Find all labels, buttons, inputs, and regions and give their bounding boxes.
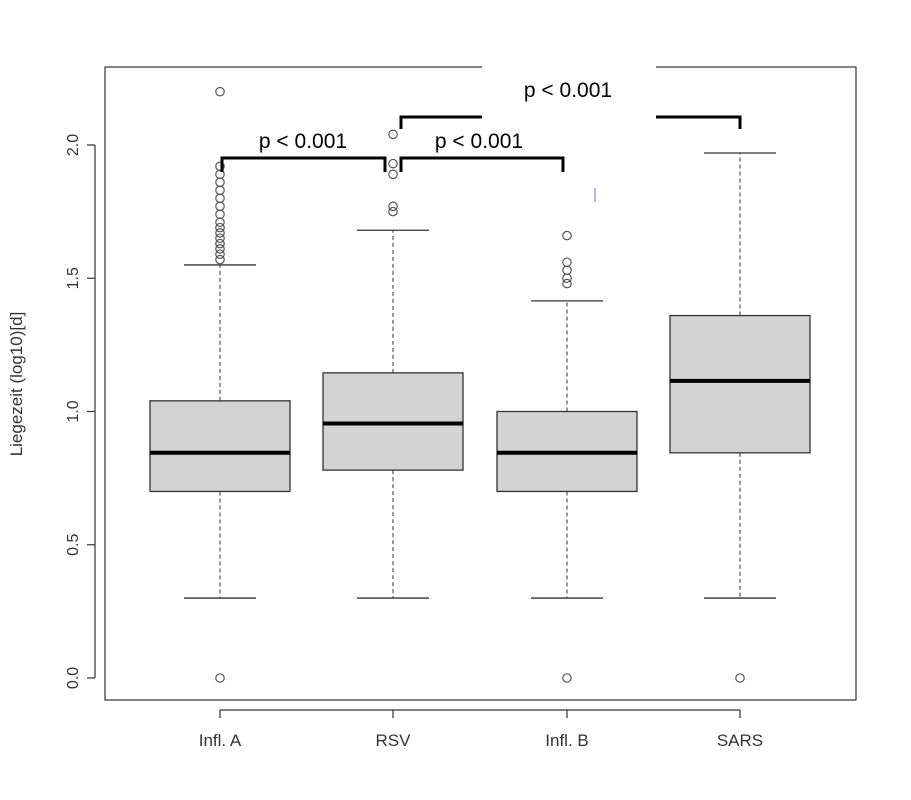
outlier-point — [215, 673, 225, 683]
x-axis: Infl. A RSV Infl. B SARS — [199, 709, 763, 750]
outlier-point — [562, 230, 572, 241]
outlier-point — [215, 244, 225, 254]
p-value-label: p < 0.001 — [524, 79, 612, 102]
outlier-point — [215, 185, 225, 196]
outlier-point — [215, 86, 225, 97]
outlier-point — [215, 249, 225, 260]
significance-bracket: p < 0.001 — [220, 130, 387, 172]
outlier-point — [215, 201, 225, 212]
box-infl-b — [496, 230, 638, 683]
p-value-label: p < 0.001 — [435, 130, 523, 153]
box-sars — [669, 152, 811, 683]
outlier-point — [388, 201, 398, 212]
box-infl-a — [149, 86, 291, 683]
iqr-box — [669, 314, 811, 454]
outlier-point — [388, 129, 398, 140]
outlier-point — [215, 233, 225, 244]
x-tick-label: Infl. B — [545, 731, 588, 750]
outlier-point — [388, 169, 398, 180]
outlier-point — [215, 222, 225, 233]
outlier-point — [562, 673, 572, 683]
significance-bracket: p < 0.001 — [399, 79, 742, 129]
y-axis-label: Liegezeit (log10)[d] — [7, 312, 26, 457]
significance-annotations: p < 0.001 p < 0.001 p < 0.001 — [220, 60, 742, 202]
y-axis: 0.0 0.5 1.0 1.5 2.0 — [65, 134, 96, 689]
outlier-point — [215, 193, 225, 204]
outlier-point — [388, 158, 398, 169]
significance-bracket: p < 0.001 — [399, 130, 565, 172]
outlier-point — [735, 673, 745, 683]
iqr-box — [149, 400, 291, 493]
outlier-point — [215, 177, 225, 188]
outlier-point — [215, 217, 225, 228]
box-rsv — [322, 129, 464, 599]
boxes — [149, 86, 811, 683]
outlier-point — [562, 257, 572, 268]
y-tick-label: 1.5 — [65, 267, 82, 289]
outlier-point — [388, 206, 398, 217]
y-tick-label: 2.0 — [65, 134, 82, 156]
outlier-point — [562, 265, 572, 276]
outlier-point — [215, 228, 225, 238]
outlier-point — [562, 273, 572, 284]
plot-frame — [104, 66, 857, 701]
y-tick-label: 0.5 — [65, 534, 82, 556]
x-tick-label: RSV — [376, 731, 412, 750]
outlier-point — [562, 278, 572, 289]
outlier-point — [215, 238, 225, 249]
x-tick-label: SARS — [717, 731, 763, 750]
outlier-point — [215, 254, 225, 265]
x-tick-label: Infl. A — [199, 731, 242, 750]
outlier-point — [215, 161, 225, 172]
y-tick-label: 0.0 — [65, 667, 82, 689]
label-background — [482, 60, 656, 104]
outlier-point — [215, 209, 225, 220]
y-tick-label: 1.0 — [65, 400, 82, 422]
p-value-label: p < 0.001 — [259, 130, 347, 153]
